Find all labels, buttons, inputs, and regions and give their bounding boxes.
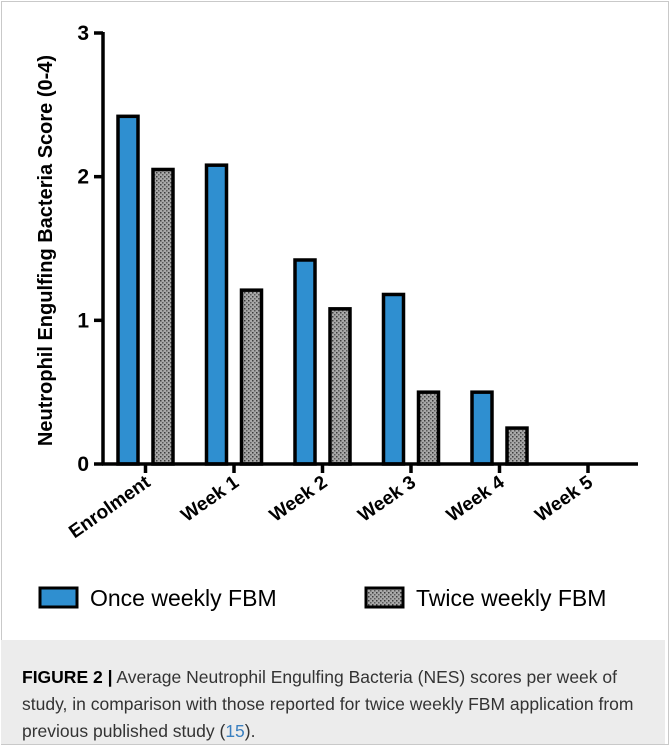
x-tick-label: Week 5 <box>531 472 597 527</box>
bar-twice-week-1 <box>242 290 262 464</box>
y-axis-title: Neutrophil Engulfing Bacteria Score (0-4… <box>35 55 57 446</box>
bar-twice-enrolment <box>153 169 173 464</box>
bar-once-enrolment <box>118 116 138 464</box>
bar-twice-week-4 <box>507 428 527 464</box>
figure-caption: FIGURE 2 | Average Neutrophil Engulfing … <box>22 664 652 745</box>
legend-label-once: Once weekly FBM <box>90 585 277 611</box>
caption-reference: 15 <box>225 721 244 741</box>
y-tick-label: 0 <box>77 453 89 476</box>
x-tick-label: Week 3 <box>354 472 419 527</box>
x-tick-label: Enrolment <box>65 472 155 543</box>
bar-twice-week-2 <box>330 309 350 464</box>
caption-label: FIGURE 2 | <box>22 667 112 687</box>
legend-swatch-once <box>40 588 77 607</box>
bar-once-week-1 <box>207 165 227 464</box>
bar-once-week-2 <box>295 260 315 464</box>
legend-label-twice: Twice weekly FBM <box>416 585 606 611</box>
caption-body: Average Neutrophil Engulfing Bacteria (N… <box>22 667 633 741</box>
bar-once-week-3 <box>384 294 404 464</box>
x-tick-label: Week 2 <box>266 472 331 527</box>
y-tick-label: 2 <box>77 166 89 189</box>
legend-swatch-twice <box>366 588 403 607</box>
x-tick-label: Week 1 <box>177 472 243 527</box>
y-tick-label: 1 <box>77 309 89 332</box>
caption-tail: ). <box>245 721 256 741</box>
y-tick-label: 3 <box>77 22 89 45</box>
bar-twice-week-3 <box>419 392 439 464</box>
bar-once-week-4 <box>472 392 492 464</box>
x-tick-label: Week 4 <box>443 472 509 527</box>
bar-chart: 0 1 2 3 Neutrophil Engulfing Bacteria Score … <box>0 0 670 640</box>
